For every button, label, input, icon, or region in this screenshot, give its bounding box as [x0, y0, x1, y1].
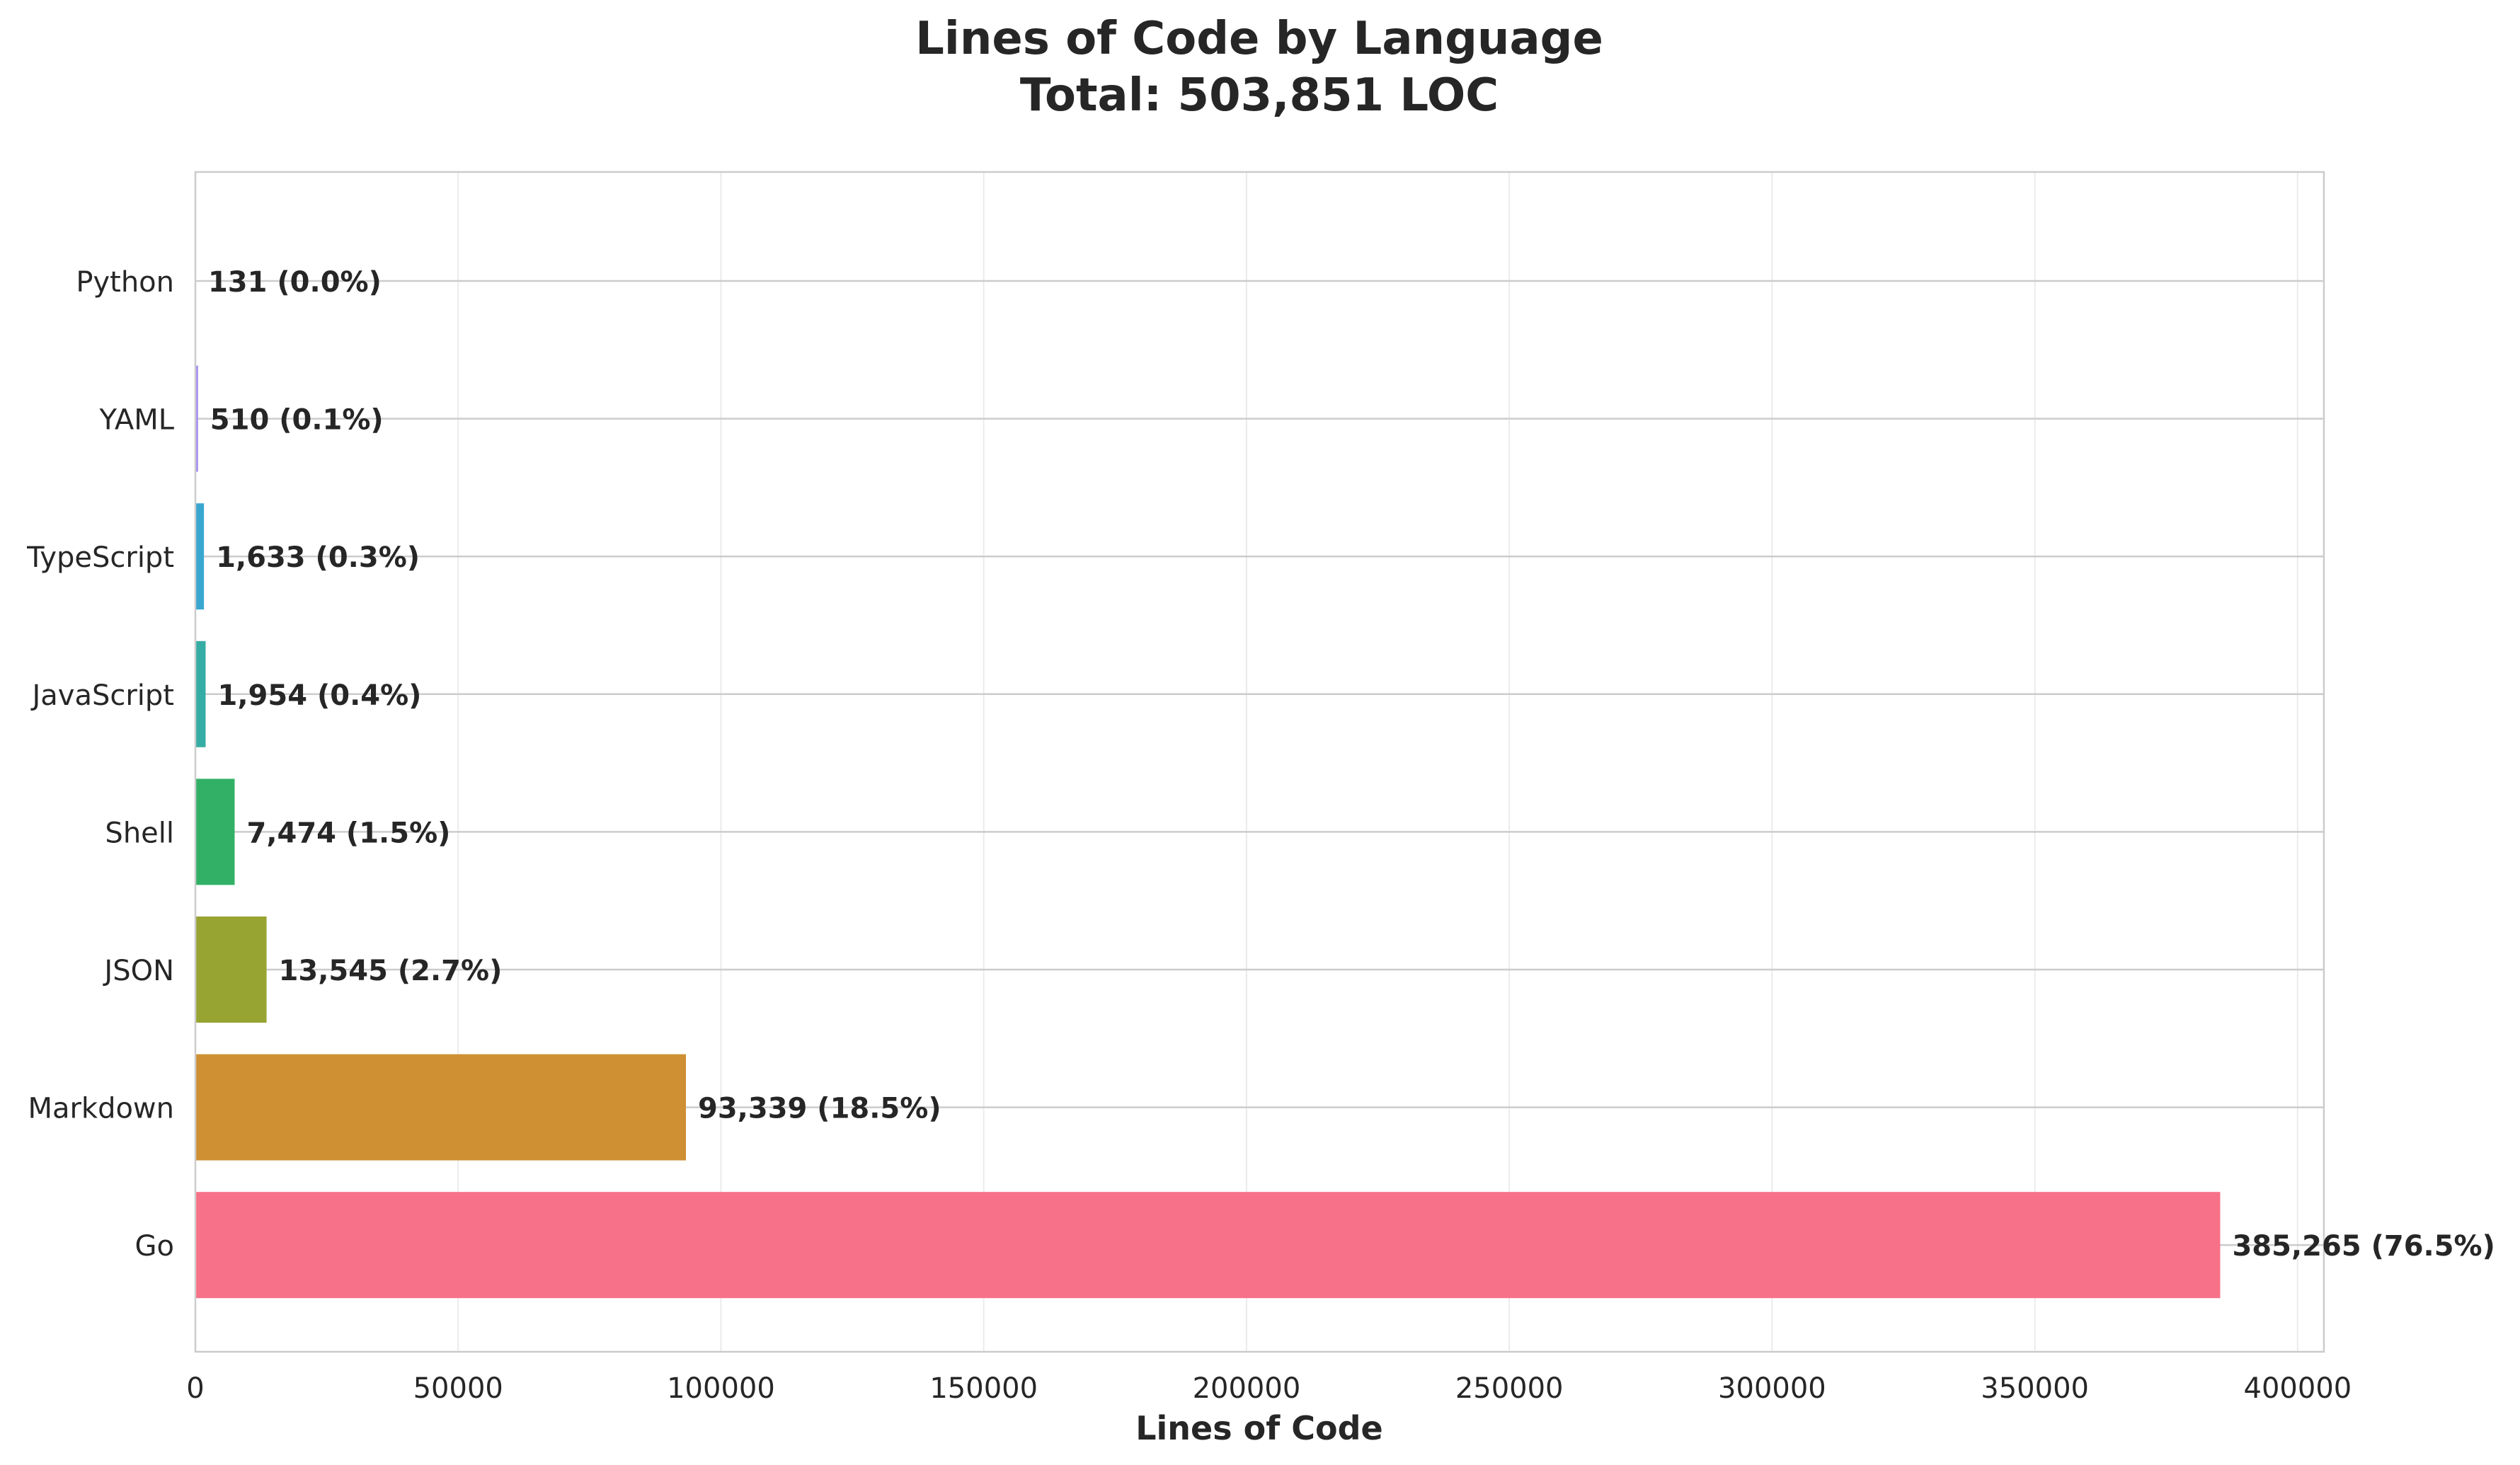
value-label-typescript: 1,633 (0.3%) [216, 541, 420, 574]
x-tick-label-1: 50000 [413, 1372, 503, 1405]
chart-title: Lines of Code by Language [915, 13, 1603, 65]
plot-area [195, 172, 2324, 1352]
y-tick-label-json: JSON [102, 955, 174, 987]
bar-javascript [195, 640, 206, 747]
y-tick-label-typescript: TypeScript [26, 541, 174, 574]
chart-subtitle: Total: 503,851 LOC [1020, 69, 1499, 122]
y-tick-label-python: Python [76, 266, 174, 299]
plot-frame [194, 171, 2325, 1353]
x-axis-title: Lines of Code [1135, 1409, 1383, 1447]
x-tick-label-2: 100000 [667, 1372, 775, 1405]
y-tick-labels: Go Markdown JSON Shell JavaScript TypeScript Y… [26, 266, 175, 1263]
x-tick-label-6: 300000 [1718, 1372, 1826, 1405]
x-tick-label-5: 250000 [1455, 1372, 1564, 1405]
value-label-markdown: 93,339 (18.5%) [698, 1093, 941, 1125]
bar-shell [195, 779, 235, 885]
bar-go [195, 1192, 2221, 1299]
value-label-javascript: 1,954 (0.4%) [218, 679, 422, 712]
x-tick-label-4: 200000 [1193, 1372, 1301, 1405]
x-tick-label-7: 350000 [1981, 1372, 2089, 1405]
value-label-yaml: 510 (0.1%) [210, 404, 384, 437]
value-label-python: 131 (0.0%) [208, 266, 382, 299]
bar-json [195, 917, 267, 1023]
value-label-shell: 7,474 (1.5%) [246, 817, 450, 849]
y-tick-label-go: Go [135, 1230, 174, 1263]
y-tick-label-javascript: JavaScript [30, 679, 174, 712]
y-tick-label-markdown: Markdown [28, 1093, 174, 1125]
x-tick-label-0: 0 [186, 1372, 204, 1405]
x-tick-label-8: 400000 [2244, 1372, 2352, 1405]
bar-typescript [195, 503, 205, 610]
x-tick-labels: 0 50000 100000 150000 200000 250000 300000 3500… [186, 1372, 2352, 1405]
y-tick-label-yaml: YAML [99, 404, 175, 437]
bar-markdown [195, 1054, 687, 1161]
value-label-go: 385,265 (76.5%) [2232, 1230, 2495, 1263]
bars [195, 228, 2221, 1299]
bar-yaml [195, 365, 198, 472]
x-tick-label-3: 150000 [929, 1372, 1038, 1405]
value-labels: 385,265 (76.5%) 93,339 (18.5%) 13,545 (2.7… [208, 266, 2495, 1263]
value-label-json: 13,545 (2.7%) [279, 955, 503, 987]
y-tick-label-shell: Shell [105, 817, 174, 849]
